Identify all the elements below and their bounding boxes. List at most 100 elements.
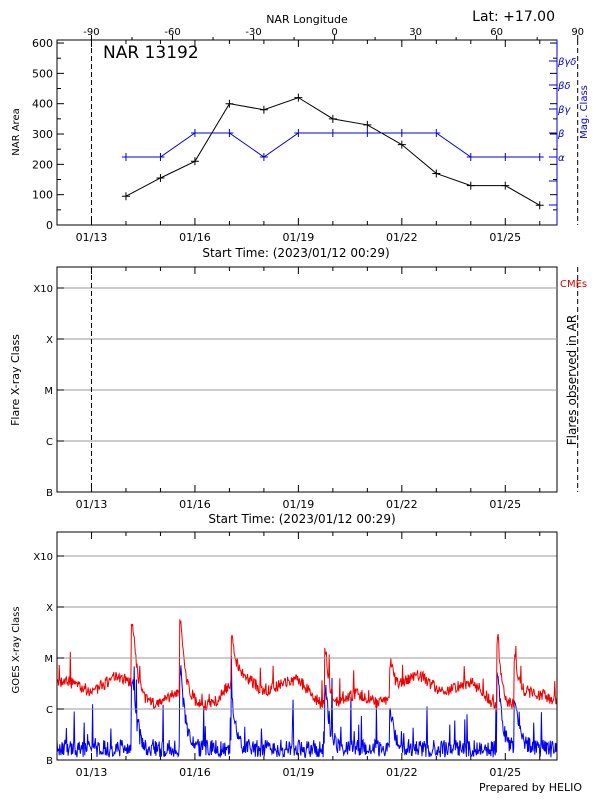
area-point <box>501 181 510 190</box>
x-tick-label: 01/16 <box>179 766 211 779</box>
mag-point <box>156 153 165 161</box>
area-point <box>190 157 199 166</box>
y-tick-label: 300 <box>32 128 53 141</box>
x-tick-label: 01/19 <box>283 231 315 244</box>
goes-long-line <box>56 619 558 712</box>
panel1-y-axis-label: NAR Area <box>11 108 22 155</box>
area-point <box>225 99 234 108</box>
x-tick-label: 01/13 <box>76 766 108 779</box>
x-tick-label: 01/22 <box>386 231 418 244</box>
mag-tick-label: β <box>557 129 565 140</box>
panel2-right-axis-label: Flares observed in AR <box>565 315 579 445</box>
mag-point <box>397 129 406 137</box>
y-tick-label: X <box>46 603 53 614</box>
latitude-label: Lat: +17.00 <box>472 9 555 25</box>
panel-nar-area: 01/13 01/16 01/19 01/22 01/25 -90 -60 -30 0 30 60… <box>11 9 590 260</box>
y-tick-label: C <box>46 437 53 448</box>
mag-point <box>328 129 337 137</box>
top-tick-label: 0 <box>331 27 337 38</box>
y-tick-label: 0 <box>46 219 53 232</box>
x-tick-label: 01/16 <box>179 231 211 244</box>
panel1-right-axis-label: Mag. Class <box>579 85 590 139</box>
panel2-legend-cmes: CMEs <box>560 279 587 290</box>
x-tick-label: 01/19 <box>283 498 315 511</box>
mag-point <box>294 129 303 137</box>
top-tick-label: -30 <box>245 27 261 38</box>
panel2-grid <box>57 267 579 492</box>
mag-point <box>432 129 441 137</box>
footer-credit: Prepared by HELIO <box>479 781 582 794</box>
panel3-x-ticks: 01/13 01/16 01/19 01/22 01/25 <box>56 532 541 779</box>
y-tick-label: 600 <box>32 37 53 50</box>
y-tick-label: 500 <box>32 67 53 80</box>
area-point <box>328 114 337 123</box>
area-point <box>535 201 544 210</box>
panel-goes: 01/13 01/16 01/19 01/22 01/25 B C M X X10 GOES X… <box>11 531 558 779</box>
x-tick-label: 01/13 <box>76 498 108 511</box>
top-tick-label: 90 <box>571 27 584 38</box>
mag-point <box>501 153 510 161</box>
y-tick-label: 100 <box>32 189 53 202</box>
x-tick-label: 01/25 <box>489 498 521 511</box>
x-tick-label: 01/13 <box>76 231 108 244</box>
top-tick-label: 60 <box>490 27 503 38</box>
panel1-right-ticks: α β βγ βδ βγδ <box>549 40 576 225</box>
mag-point <box>363 129 372 137</box>
area-point <box>397 140 406 149</box>
panel1-x-ticks: 01/13 01/16 01/19 01/22 01/25 <box>56 40 541 244</box>
y-tick-label: C <box>46 705 53 716</box>
y-tick-label: M <box>44 654 53 665</box>
mag-tick-label: βγδ <box>557 57 576 68</box>
x-tick-label: 01/19 <box>283 766 315 779</box>
area-point <box>363 120 372 129</box>
area-point <box>156 173 165 182</box>
panel2-x-ticks: 01/13 01/16 01/19 01/22 01/25 <box>56 267 541 511</box>
y-tick-label: B <box>46 756 53 767</box>
x-tick-label: 01/16 <box>179 498 211 511</box>
panel1-top-axis-label: NAR Longitude <box>266 13 348 26</box>
y-tick-label: M <box>44 386 53 397</box>
panel3-y-ticks: B C M X X10 <box>33 552 64 767</box>
area-line <box>125 97 541 206</box>
panel-flares: 01/13 01/16 01/19 01/22 01/25 B C M X X10 CMEs S… <box>9 266 587 526</box>
panel1-series <box>121 93 544 210</box>
mag-point <box>190 129 199 137</box>
y-tick-label: X <box>46 335 53 346</box>
panel3-y-axis-label: GOES X-ray Class <box>11 606 22 693</box>
top-tick-label: -60 <box>164 27 180 38</box>
mag-point <box>259 153 268 161</box>
panel2-y-ticks: B C M X X10 <box>33 284 64 499</box>
x-tick-label: 01/22 <box>386 766 418 779</box>
y-tick-label: 400 <box>32 98 53 111</box>
panel1-title: NAR 13192 <box>103 43 199 63</box>
panel2-frame <box>56 266 558 493</box>
panel1-y-ticks: 0 100 200 300 400 500 600 <box>32 37 557 232</box>
mag-tick-label: βγ <box>557 105 571 116</box>
panel3-series <box>56 619 558 759</box>
panel1-x-axis-label: Start Time: (2023/01/12 00:29) <box>202 246 389 260</box>
top-tick-label: -90 <box>83 27 99 38</box>
mag-tick-label: α <box>558 153 565 164</box>
panel3-frame <box>56 531 558 761</box>
x-tick-label: 01/25 <box>489 231 521 244</box>
y-tick-label: 200 <box>32 158 53 171</box>
x-tick-label: 01/25 <box>489 766 521 779</box>
y-tick-label: X10 <box>33 552 53 563</box>
area-point <box>121 192 130 201</box>
area-point <box>259 105 268 114</box>
y-tick-label: B <box>46 488 53 499</box>
y-tick-label: X10 <box>33 284 53 295</box>
mag-point <box>225 129 234 137</box>
panel1-top-ticks: -90 -60 -30 0 30 60 90 <box>83 27 584 40</box>
area-point <box>294 93 303 102</box>
goes-short-line <box>56 656 558 759</box>
panel2-x-axis-label: Start Time: (2023/01/12 00:29) <box>208 512 395 526</box>
top-tick-label: 30 <box>409 27 422 38</box>
mag-point <box>535 153 544 161</box>
panel1-vlines <box>90 40 579 225</box>
area-point <box>466 181 475 190</box>
panel2-y-axis-label: Flare X-ray Class <box>9 334 22 426</box>
mag-tick-label: βδ <box>557 81 571 92</box>
area-point <box>432 169 441 178</box>
